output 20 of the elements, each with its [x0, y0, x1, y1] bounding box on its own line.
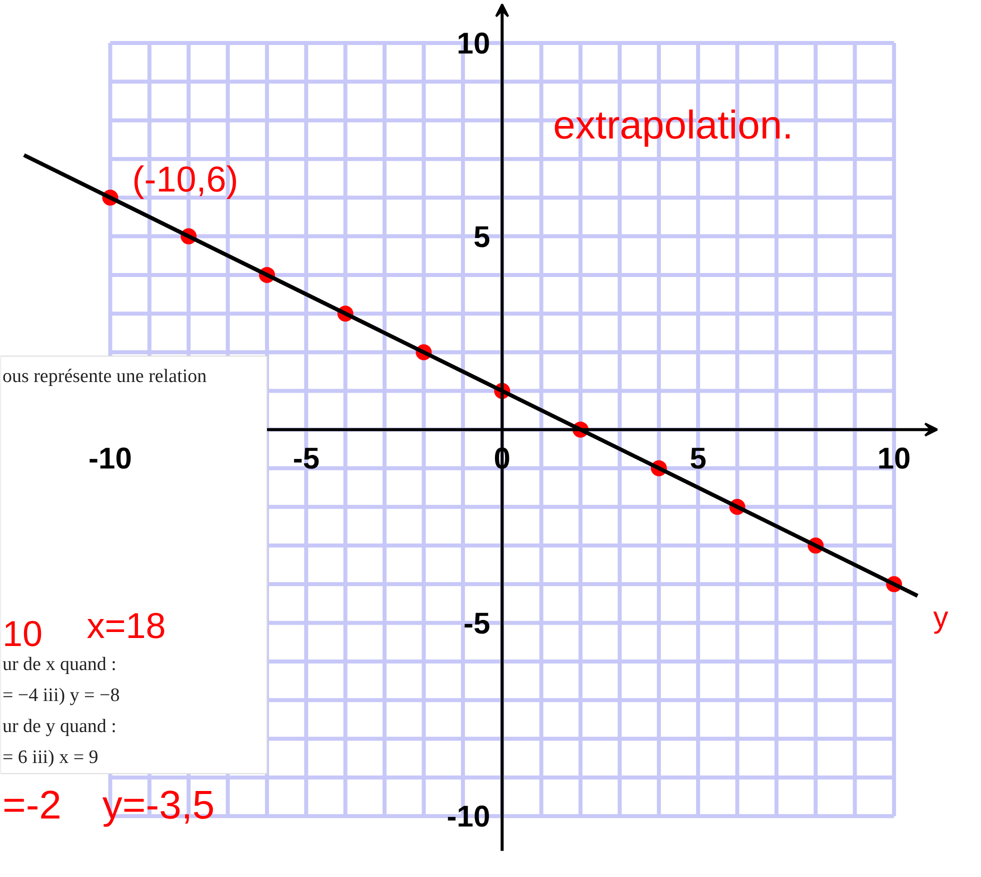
- x-tick-label: -10: [88, 442, 132, 476]
- y-tick-label: 5: [473, 220, 490, 254]
- annotation: extrapolation.: [553, 103, 794, 148]
- y-tick-label: 10: [456, 28, 490, 61]
- annotation: ur de x quand :: [2, 654, 116, 676]
- y-tick-label: -10: [446, 800, 490, 834]
- annotation: y: [933, 601, 948, 634]
- x-tick-label: -5: [292, 442, 320, 476]
- annotation: ous représente une relation: [2, 366, 208, 388]
- annotation: = 6 iii) x = 9: [2, 746, 98, 768]
- y-tick-label: -5: [463, 607, 490, 640]
- annotation: ur de y quand :: [2, 716, 116, 737]
- annotation: (-10,6): [132, 158, 238, 200]
- x-tick-label: 5: [690, 442, 706, 476]
- annotation: 10: [2, 613, 43, 654]
- x-tick-label: 10: [877, 442, 911, 476]
- annotation: x=18: [86, 605, 166, 646]
- annotation: = −4 iii) y = −8: [2, 684, 120, 706]
- annotation: =-2: [2, 784, 62, 828]
- annotation: y=-3,5: [102, 784, 215, 828]
